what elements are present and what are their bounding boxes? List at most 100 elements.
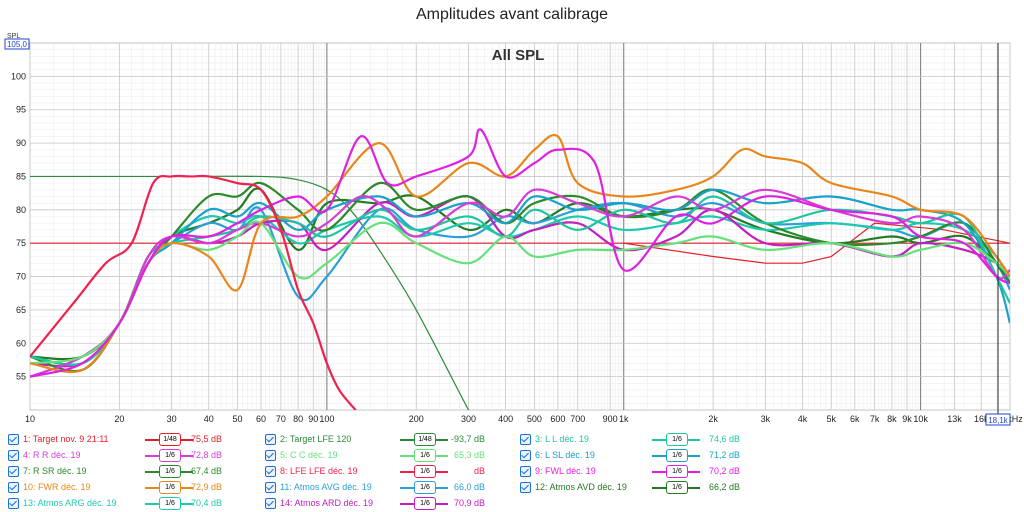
axis-layer: 10 20 30 40 50 60 70 80 90 100 200 300 400 500 600 700 9… (11, 71, 1023, 424)
x-tick-label: 200 (409, 414, 424, 424)
x-tick-label: 2k (708, 414, 718, 424)
legend-swatch: 1/6 (652, 481, 700, 494)
legend-value: 70,9 dB (453, 498, 485, 508)
legend-checkbox[interactable] (8, 434, 19, 445)
legend-value: 66,2 dB (708, 482, 740, 492)
x-tick-label: 8k (887, 414, 897, 424)
legend-item[interactable]: 11: Atmos AVG déc. 19 1/6 66,0 dB (265, 480, 525, 496)
x-tick-label: 7k (870, 414, 880, 424)
legend-item[interactable]: 6: L SL déc. 19 1/6 71,2 dB (520, 448, 780, 464)
legend-series-name: 6: L SL déc. 19 (535, 450, 595, 460)
legend-series-name: 8: LFE LFE déc. 19 (280, 466, 358, 476)
x-tick-label: 13k (947, 414, 962, 424)
x-tick-label: 400 (498, 414, 513, 424)
legend-swatch: 1/48 (145, 433, 193, 446)
x-tick-label: 600 (550, 414, 565, 424)
cursor-readout[interactable]: 18,1k (985, 413, 1011, 426)
legend-smoothing-button[interactable]: 1/6 (666, 433, 688, 446)
legend-checkbox[interactable] (8, 498, 19, 509)
x-tick-label: 10k (913, 414, 928, 424)
x-tick-label: 700 (570, 414, 585, 424)
y-top-readout[interactable]: 105,0 (4, 38, 30, 50)
legend-value: 74,6 dB (708, 434, 740, 444)
legend-item[interactable]: 13: Atmos ARG déc. 19 1/6 70,4 dB (8, 496, 268, 512)
legend-value: -93,7 dB (450, 434, 485, 444)
legend-item[interactable]: 5: C C déc. 19 1/6 65,3 dB (265, 448, 525, 464)
x-tick-label: 40 (204, 414, 214, 424)
legend-series-name: 13: Atmos ARG déc. 19 (23, 498, 117, 508)
legend-swatch: 1/48 (400, 433, 448, 446)
legend-smoothing-button[interactable]: 1/6 (666, 481, 688, 494)
x-tick-label: 30 (167, 414, 177, 424)
legend-smoothing-button[interactable]: 1/6 (159, 449, 181, 462)
legend-checkbox[interactable] (265, 482, 276, 493)
series-line (30, 128, 1010, 378)
legend-item[interactable]: 3: L L déc. 19 1/6 74,6 dB (520, 432, 780, 448)
x-tick-label: 6k (850, 414, 860, 424)
major-grid (29, 43, 1010, 410)
legend-smoothing-button[interactable]: 1/6 (414, 465, 436, 478)
legend-item[interactable]: 1: Target nov. 9 21:11 1/48 75,5 dB (8, 432, 268, 448)
legend-value: dB (473, 466, 485, 476)
legend-item[interactable]: 2: Target LFE 120 1/48 -93,7 dB (265, 432, 525, 448)
legend: 1: Target nov. 9 21:11 1/48 75,5 dB 2: Targ… (0, 428, 1024, 510)
legend-checkbox[interactable] (520, 482, 531, 493)
legend-swatch: 1/6 (652, 449, 700, 462)
legend-item[interactable]: 7: R SR déc. 19 1/6 67,4 dB (8, 464, 268, 480)
legend-checkbox[interactable] (520, 466, 531, 477)
legend-value: 66,0 dB (453, 482, 485, 492)
legend-item[interactable]: 4: R R déc. 19 1/6 72,8 dB (8, 448, 268, 464)
x-tick-label: 500 (527, 414, 542, 424)
legend-checkbox[interactable] (8, 482, 19, 493)
legend-checkbox[interactable] (265, 466, 276, 477)
legend-checkbox[interactable] (520, 434, 531, 445)
legend-swatch: 1/6 (145, 481, 193, 494)
legend-value: 65,3 dB (453, 450, 485, 460)
legend-checkbox[interactable] (265, 434, 276, 445)
y-tick-label: 90 (16, 138, 26, 148)
x-tick-label: 10 (25, 414, 35, 424)
legend-smoothing-button[interactable]: 1/6 (414, 481, 436, 494)
legend-item[interactable]: 14: Atmos ARD déc. 19 1/6 70,9 dB (265, 496, 525, 512)
legend-item[interactable]: 10: FWR déc. 19 1/6 72,9 dB (8, 480, 268, 496)
chart-title: Amplitudes avant calibrage (415, 6, 609, 23)
x-tick-label: 900 (603, 414, 618, 424)
legend-smoothing-button[interactable]: 1/48 (414, 433, 436, 446)
legend-checkbox[interactable] (265, 498, 276, 509)
legend-smoothing-button[interactable]: 1/6 (414, 449, 436, 462)
legend-value: 71,2 dB (708, 450, 740, 460)
x-tick-label: 90 (308, 414, 318, 424)
series-line (30, 174, 357, 410)
legend-smoothing-button[interactable]: 1/48 (159, 433, 181, 446)
legend-smoothing-button[interactable]: 1/6 (666, 449, 688, 462)
legend-smoothing-button[interactable]: 1/6 (666, 465, 688, 478)
x-tick-label: 4k (798, 414, 808, 424)
legend-smoothing-button[interactable]: 1/6 (159, 481, 181, 494)
series-line-target-curve (623, 222, 1010, 264)
legend-value: 75,5 dB (190, 434, 222, 444)
legend-smoothing-button[interactable]: 1/6 (159, 465, 181, 478)
legend-checkbox[interactable] (8, 450, 19, 461)
chart-subtitle: All SPL (492, 47, 545, 64)
legend-item[interactable]: 12: Atmos AVD déc. 19 1/6 66,2 dB (520, 480, 780, 496)
y-tick-label: 80 (16, 205, 26, 215)
legend-swatch: 1/6 (400, 465, 448, 478)
legend-series-name: 11: Atmos AVG déc. 19 (280, 482, 372, 492)
legend-item[interactable]: 9: FWL déc. 19 1/6 70,2 dB (520, 464, 780, 480)
y-tick-label: 75 (16, 238, 26, 248)
legend-item[interactable]: 8: LFE LFE déc. 19 1/6 dB (265, 464, 525, 480)
legend-checkbox[interactable] (8, 466, 19, 477)
legend-smoothing-button[interactable]: 1/6 (414, 497, 436, 510)
x-tick-label: 80 (293, 414, 303, 424)
legend-value: 72,8 dB (190, 450, 222, 460)
legend-checkbox[interactable] (520, 450, 531, 461)
legend-value: 72,9 dB (190, 482, 222, 492)
svg-text:18,1k: 18,1k (988, 416, 1009, 425)
legend-value: 70,4 dB (190, 498, 222, 508)
series-line (30, 134, 1010, 373)
x-tick-label: 1k (619, 414, 629, 424)
frequency-response-chart[interactable]: 10 20 30 40 50 60 70 80 90 100 200 300 400 500 600 700 9… (0, 0, 1024, 428)
legend-series-name: 14: Atmos ARD déc. 19 (280, 498, 374, 508)
legend-checkbox[interactable] (265, 450, 276, 461)
legend-swatch: 1/6 (400, 449, 448, 462)
